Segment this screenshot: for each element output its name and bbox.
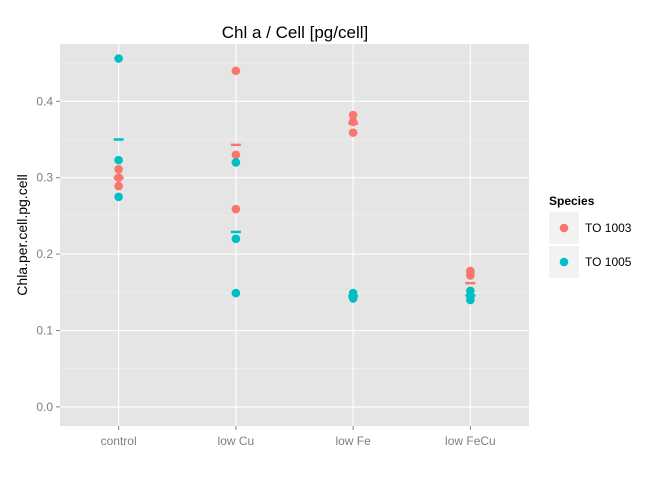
data-point [114, 192, 123, 202]
data-point [231, 66, 241, 76]
legend-title: Species [549, 194, 595, 208]
legend-label: TO 1003 [585, 221, 632, 235]
y-tick-label: 0.4 [36, 94, 53, 108]
y-tick-label: 0.2 [36, 247, 53, 261]
data-point [231, 234, 241, 244]
x-tick-label: low Fe [335, 434, 371, 448]
data-point [348, 110, 358, 120]
y-tick-label: 0.1 [36, 324, 53, 338]
legend: Species TO 1003 TO 1005 [549, 194, 632, 278]
legend-point [559, 223, 569, 233]
data-points [114, 54, 475, 305]
data-point [114, 54, 123, 63]
y-axis-label: Chla.per.cell.pg.cell [14, 174, 30, 295]
data-point [348, 128, 358, 137]
data-point [466, 271, 475, 280]
y-tick-label: 0.0 [36, 400, 53, 414]
legend-label: TO 1005 [585, 255, 632, 269]
data-point [231, 150, 241, 160]
data-point [348, 294, 358, 303]
plot-panel [60, 44, 529, 426]
legend-point [559, 257, 569, 267]
x-tick-label: control [101, 434, 137, 448]
x-tick-label: low Cu [218, 434, 255, 448]
data-point [114, 155, 123, 165]
legend-items: TO 1003 TO 1005 [549, 212, 632, 278]
chart-title: Chl a / Cell [pg/cell] [222, 23, 368, 42]
axis-ticks: 0.0 0.1 0.2 0.3 0.4 control low Cu low Fe low Fe… [36, 94, 495, 448]
data-point [466, 295, 475, 305]
grid [60, 44, 529, 426]
y-tick-label: 0.3 [36, 171, 53, 185]
x-tick-label: low FeCu [445, 434, 496, 448]
data-point [348, 117, 358, 127]
data-point [231, 158, 241, 167]
data-point [231, 288, 241, 298]
data-point [114, 173, 123, 182]
data-point [231, 204, 241, 214]
data-point [114, 164, 123, 174]
data-point [114, 181, 123, 191]
